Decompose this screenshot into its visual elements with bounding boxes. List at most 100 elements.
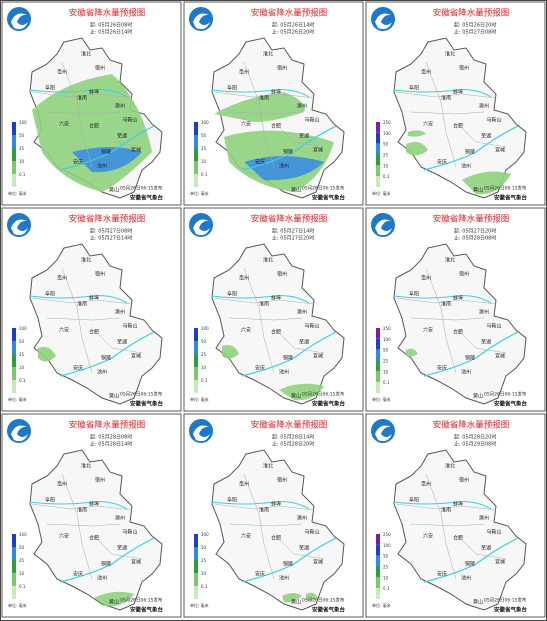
city-label: 宿州: [459, 271, 469, 278]
city-label: 宣城: [313, 147, 323, 154]
legend-label: 10: [201, 365, 207, 370]
legend-label: 10: [201, 159, 207, 164]
city-label: 淮北: [263, 51, 273, 58]
city-label: 阜阳: [227, 291, 237, 298]
city-label: 淮北: [445, 257, 455, 264]
logo-swirl: [375, 13, 392, 30]
boundary: [228, 523, 303, 527]
city-label: 滁州: [297, 515, 307, 522]
huai-river: [211, 89, 310, 98]
legend-swatch: [376, 122, 380, 133]
legend-label: 0.1: [383, 380, 390, 385]
city-label: 芜湖: [481, 339, 491, 346]
legend-swatch: [12, 534, 16, 547]
agency: 安徽省气象台: [494, 606, 528, 614]
city-label: 阜阳: [45, 497, 55, 504]
start-time: 起: 05月27日08时: [90, 228, 132, 235]
heavy-rain-area: [244, 156, 324, 181]
city-label: 六安: [241, 533, 251, 540]
unit-label: 单位: 毫米: [8, 396, 27, 402]
boundary: [278, 538, 325, 560]
heavy-rain-area: [72, 147, 142, 173]
boundary: [228, 317, 303, 321]
legend-label: 25: [383, 153, 389, 158]
city-label: 宿州: [459, 477, 469, 484]
issued-time: 05月26日06:15发布: [484, 391, 527, 398]
city-label: 黄山: [109, 393, 119, 400]
yangtze-river: [241, 125, 337, 171]
legend-swatch: [194, 174, 198, 187]
legend-swatch: [376, 360, 380, 372]
boundary: [46, 523, 121, 527]
boundary: [31, 297, 133, 305]
city-label: 马鞍山: [486, 529, 501, 536]
agency: 安徽省气象台: [312, 194, 346, 202]
boundary: [410, 523, 485, 527]
legend-swatch: [12, 586, 16, 599]
city-label: 合肥: [89, 535, 99, 542]
legend-label: 250: [383, 326, 391, 331]
agency: 安徽省气象台: [312, 400, 346, 408]
city-label: 阜阳: [409, 291, 419, 298]
rain-area: [406, 142, 428, 156]
city-label: 滁州: [479, 309, 489, 316]
legend-label: 50: [383, 142, 389, 147]
legend-label: 50: [19, 545, 25, 550]
boundary: [395, 297, 497, 305]
boundary: [460, 538, 507, 560]
city-label: 淮南: [441, 95, 451, 102]
city-label: 黄山: [291, 187, 301, 194]
city-label: 亳州: [421, 481, 431, 488]
city-label: 六安: [241, 121, 251, 128]
legend-swatch: [12, 148, 16, 161]
legend-swatch: [194, 586, 198, 599]
city-label: 安庆: [437, 159, 447, 166]
logo-swirl: [11, 219, 28, 236]
city-label: 宣城: [313, 559, 323, 566]
legend-swatch: [194, 560, 198, 573]
boundary: [460, 126, 507, 148]
legend-swatch: [376, 371, 380, 383]
city-label: 蚌埠: [271, 89, 281, 96]
city-label: 芜湖: [299, 545, 309, 552]
city-label: 淮南: [77, 507, 87, 514]
legend-label: 250: [383, 120, 391, 125]
boundary: [213, 503, 315, 511]
city-label: 阜阳: [227, 497, 237, 504]
city-label: 安庆: [437, 365, 447, 372]
boundary: [213, 91, 315, 99]
city-label: 宣城: [495, 147, 505, 154]
city-label: 蚌埠: [271, 501, 281, 508]
boundary: [410, 111, 485, 115]
legend-swatch: [12, 573, 16, 586]
legend-label: 50: [201, 339, 207, 344]
legend-swatch: [376, 143, 380, 155]
legend-swatch: [194, 122, 198, 135]
issued-time: 05月26日06:15发布: [120, 597, 163, 604]
legend-label: 25: [19, 146, 25, 151]
city-label: 铜陵: [465, 561, 475, 568]
legend-label: 10: [383, 369, 389, 374]
legend-swatch: [12, 174, 16, 187]
city-label: 六安: [241, 327, 251, 334]
huai-river: [29, 501, 128, 510]
panel-title: 安徽省降水量预报图: [69, 8, 146, 19]
city-label: 铜陵: [101, 149, 111, 156]
city-label: 宿州: [95, 65, 105, 72]
legend-swatch: [194, 573, 198, 586]
city-label: 池州: [279, 575, 289, 582]
city-label: 滁州: [297, 309, 307, 316]
boundary: [278, 126, 325, 148]
city-label: 宿州: [95, 271, 105, 278]
yangtze-river: [423, 125, 519, 171]
city-label: 黄山: [109, 599, 119, 606]
agency: 安徽省气象台: [494, 400, 528, 408]
city-label: 淮南: [441, 507, 451, 514]
rain-area: [214, 92, 305, 122]
end-time: 止: 05月26日20时: [272, 29, 314, 36]
rain-area: [222, 345, 239, 359]
unit-label: 单位: 毫米: [8, 602, 27, 608]
